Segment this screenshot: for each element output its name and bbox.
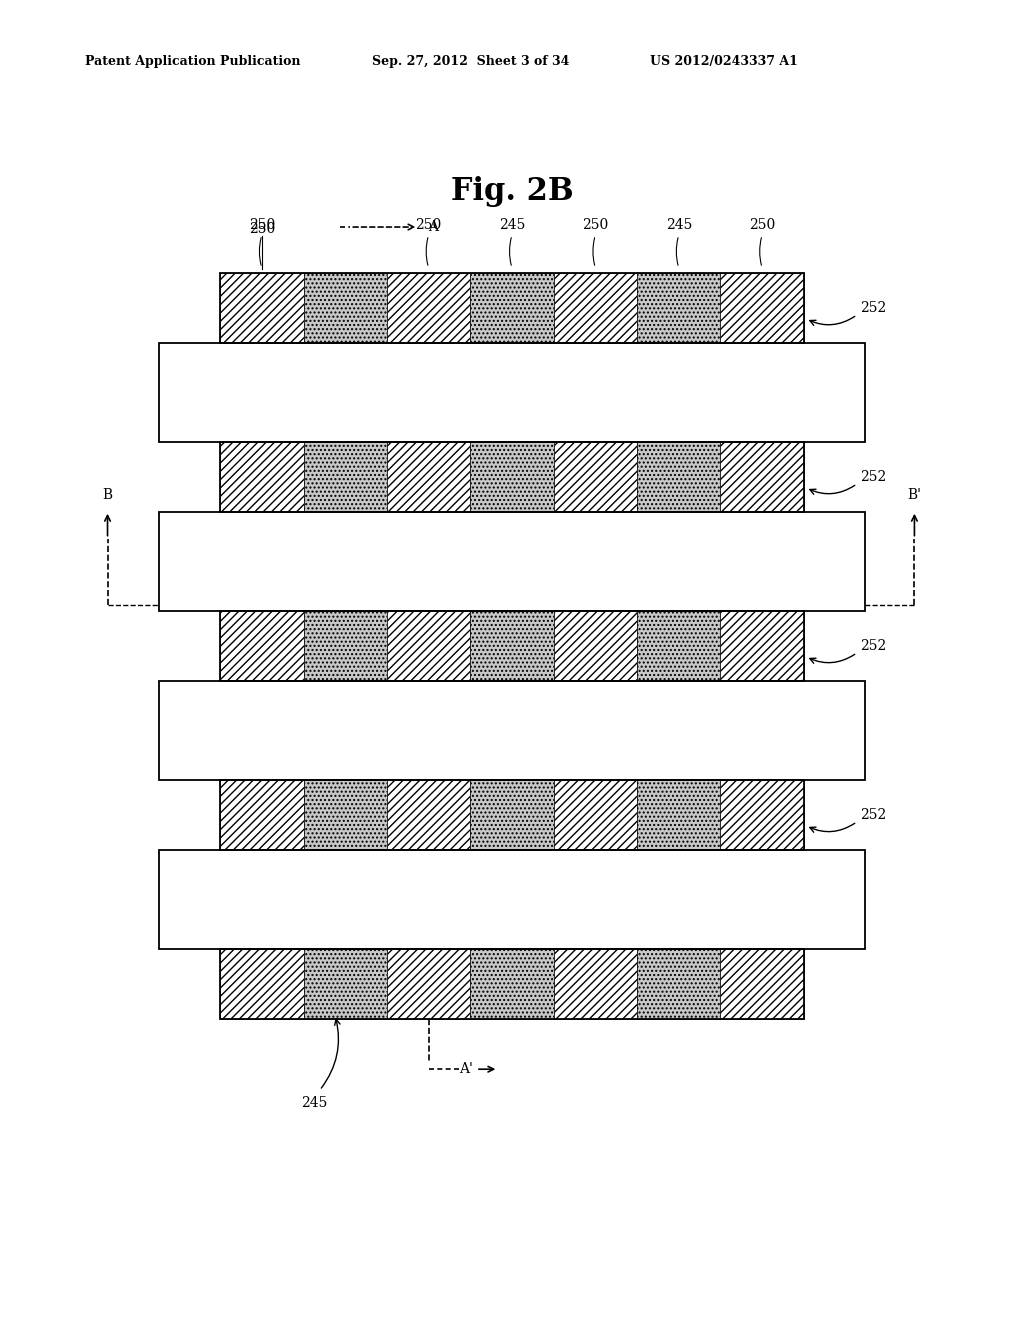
Bar bbox=[220, 442, 804, 512]
Bar bbox=[637, 442, 721, 512]
Bar bbox=[220, 442, 303, 512]
Bar bbox=[220, 780, 303, 850]
Bar bbox=[470, 611, 554, 681]
Bar bbox=[159, 681, 865, 780]
Bar bbox=[470, 273, 554, 343]
Bar bbox=[721, 949, 804, 1019]
Bar bbox=[159, 850, 865, 949]
Bar bbox=[303, 780, 387, 850]
Text: B': B' bbox=[907, 487, 922, 502]
Bar bbox=[387, 611, 470, 681]
Text: 252: 252 bbox=[860, 301, 887, 315]
Bar bbox=[470, 780, 554, 850]
Bar bbox=[637, 780, 721, 850]
Bar bbox=[303, 273, 387, 343]
Bar bbox=[637, 611, 721, 681]
Bar bbox=[554, 949, 637, 1019]
Bar bbox=[220, 273, 804, 343]
Bar bbox=[220, 780, 804, 850]
Bar bbox=[554, 273, 637, 343]
Bar bbox=[220, 611, 804, 681]
Bar bbox=[721, 442, 804, 512]
Text: 245: 245 bbox=[301, 1096, 328, 1110]
Bar bbox=[387, 780, 470, 850]
Bar bbox=[554, 611, 637, 681]
Text: Fig. 2B: Fig. 2B bbox=[451, 176, 573, 207]
Bar bbox=[554, 442, 637, 512]
Bar bbox=[721, 780, 804, 850]
Bar bbox=[637, 949, 721, 1019]
Text: A: A bbox=[428, 220, 437, 234]
Bar bbox=[721, 611, 804, 681]
Bar bbox=[387, 949, 470, 1019]
Bar bbox=[721, 273, 804, 343]
Text: 250: 250 bbox=[249, 218, 275, 232]
Text: Patent Application Publication: Patent Application Publication bbox=[85, 55, 300, 69]
Bar bbox=[387, 273, 470, 343]
Text: 250: 250 bbox=[249, 222, 275, 236]
Text: 245: 245 bbox=[499, 218, 525, 232]
Text: 250: 250 bbox=[749, 218, 775, 232]
Bar bbox=[554, 780, 637, 850]
Text: US 2012/0243337 A1: US 2012/0243337 A1 bbox=[650, 55, 798, 69]
Bar bbox=[159, 512, 865, 611]
Bar bbox=[303, 949, 387, 1019]
Text: 250: 250 bbox=[416, 218, 441, 232]
Bar bbox=[637, 273, 721, 343]
Bar bbox=[220, 949, 303, 1019]
Bar bbox=[387, 442, 470, 512]
Text: Sep. 27, 2012  Sheet 3 of 34: Sep. 27, 2012 Sheet 3 of 34 bbox=[372, 55, 569, 69]
Bar bbox=[470, 442, 554, 512]
Bar bbox=[159, 343, 865, 442]
Text: 252: 252 bbox=[860, 808, 887, 822]
Bar bbox=[303, 611, 387, 681]
Bar bbox=[220, 949, 804, 1019]
Text: A': A' bbox=[460, 1063, 494, 1076]
Bar bbox=[303, 442, 387, 512]
Text: 252: 252 bbox=[860, 470, 887, 484]
Text: 245: 245 bbox=[666, 218, 692, 232]
Text: B: B bbox=[102, 487, 113, 502]
Text: 250: 250 bbox=[583, 218, 608, 232]
Text: 252: 252 bbox=[860, 639, 887, 653]
Bar bbox=[220, 273, 303, 343]
Bar bbox=[470, 949, 554, 1019]
Bar bbox=[220, 611, 303, 681]
